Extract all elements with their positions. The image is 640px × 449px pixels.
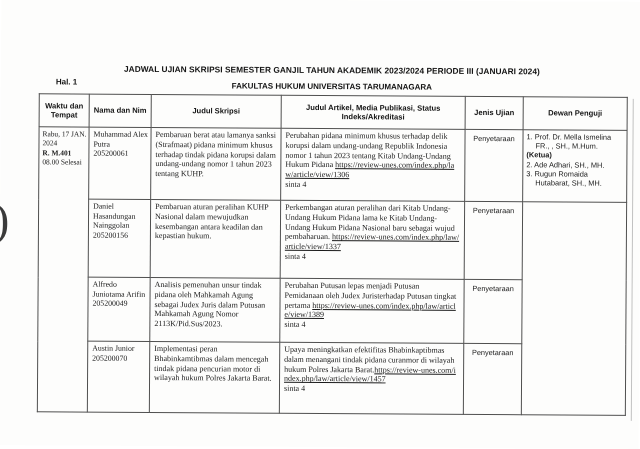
judul-artikel-cell: Perubahan pidana minimum khusus terhadap… (280, 128, 466, 202)
dewan-penguji-empty-cell (521, 201, 627, 416)
student-cell: Muhammad Alex Putra 205200061 (88, 127, 152, 200)
artikel-index-status: sinta 4 (285, 179, 307, 189)
col-header-judul-skripsi: Judul Skripsi (151, 94, 282, 129)
judul-skripsi-cell: Analisis pemenuhan unsur tindak pidana o… (149, 277, 281, 343)
student-name: Alfredo Juniotama Arifin (92, 279, 146, 299)
penguji-item: 3. Rugun Romaida Hutabarat, SH., MH. (526, 169, 624, 188)
jenis-ujian-cell: Penyetaraan (464, 129, 524, 202)
col-header-judul-artikel: Judul Artikel, Media Publikasi, Status I… (281, 95, 466, 130)
artikel-url: https://review-unes.com/index.php/law/ar… (284, 300, 456, 320)
student-nim: 205200061 (93, 148, 129, 159)
scan-edge-line (630, 98, 634, 421)
judul-skripsi-cell: Pembaruan berat atau lamanya sanksi (Str… (150, 127, 282, 201)
student-cell: Alfredo Juniotama Arifin 205200049 (87, 277, 151, 342)
jenis-ujian-cell: Penyetaraan (463, 343, 522, 415)
student-nim: 205200049 (92, 298, 128, 309)
document-subtitle: FAKULTAS HUKUM UNIVERSITAS TARUMANAGARA (231, 81, 433, 92)
penguji-name: 2. Ade Adhari, SH., MH. (526, 159, 605, 170)
schedule-time-cell: Rabu, 17 JAN. 2024 R. M.401 08.00 Selesa… (37, 126, 90, 413)
jenis-ujian-cell: Penyetaraan (464, 201, 523, 280)
schedule-date: Rabu, 17 JAN. 2024 (42, 129, 87, 148)
student-name: Daniel Hasandungan Nainggolan (92, 201, 136, 231)
document-title: JADWAL UJIAN SKRIPSI SEMESTER GANJIL TAH… (124, 63, 540, 77)
student-cell: Daniel Hasandungan Nainggolan 205200156 (88, 199, 151, 278)
col-header-jenis-ujian: Jenis Ujian (465, 96, 524, 130)
student-cell: Austin Junior 205200070 (87, 341, 150, 413)
artikel-index-status: sinta 4 (284, 319, 306, 330)
scan-artifact-parenthesis: ) (0, 194, 10, 246)
table-header-row: Waktu dan Tempat Nama dan Nim Judul Skri… (39, 93, 628, 131)
col-header-dewan-penguji: Dewan Penguji (523, 96, 628, 131)
judul-artikel-cell: Perkembangan aturan peralihan dari Kitab… (280, 200, 465, 280)
student-name: Austin Junior (92, 343, 135, 353)
judul-skripsi-cell: Implementasi peran Bhabinkamtibmas dalam… (149, 341, 280, 414)
judul-artikel-cell: Perubahan Putusan lepas menjadi Putusan … (279, 278, 465, 344)
col-header-nama: Nama dan Nim (89, 94, 152, 128)
artikel-index-status: sinta 4 (284, 251, 306, 261)
dewan-penguji-cell: 1. Prof. Dr. Mella Ismelina FR., , SH., … (522, 129, 628, 203)
student-nim: 205200070 (92, 353, 128, 363)
penguji-name: 1. Prof. Dr. Mella Ismelina FR., , SH., … (526, 132, 612, 151)
student-nim: 205200156 (92, 230, 129, 240)
judul-artikel-cell: Upaya meningkatkan efektifitas Bhabinkap… (279, 342, 464, 415)
schedule-room: R. M.401 (42, 148, 72, 158)
penguji-item: 1. Prof. Dr. Mella Ismelina FR., , SH., … (526, 132, 624, 160)
jenis-ujian-cell: Penyetaraan (463, 279, 523, 344)
table-row: Daniel Hasandungan Nainggolan 205200156 … (38, 199, 627, 416)
col-header-waktu: Waktu dan Tempat (39, 93, 90, 128)
penguji-role: (Ketua) (526, 150, 552, 160)
penguji-name: 3. Rugun Romaida Hutabarat, SH., MH. (526, 169, 602, 188)
schedule-time: 08.00 Selesai (42, 157, 82, 167)
table-row: Rabu, 17 JAN. 2024 R. M.401 08.00 Selesa… (37, 126, 628, 413)
exam-schedule-table: Waktu dan Tempat Nama dan Nim Judul Skri… (37, 93, 628, 416)
judul-skripsi-cell: Pembaruan aturan peralihan KUHP Nasional… (150, 199, 281, 279)
artikel-index-status: sinta 4 (283, 383, 306, 394)
student-name: Muhammad Alex Putra (93, 129, 148, 149)
